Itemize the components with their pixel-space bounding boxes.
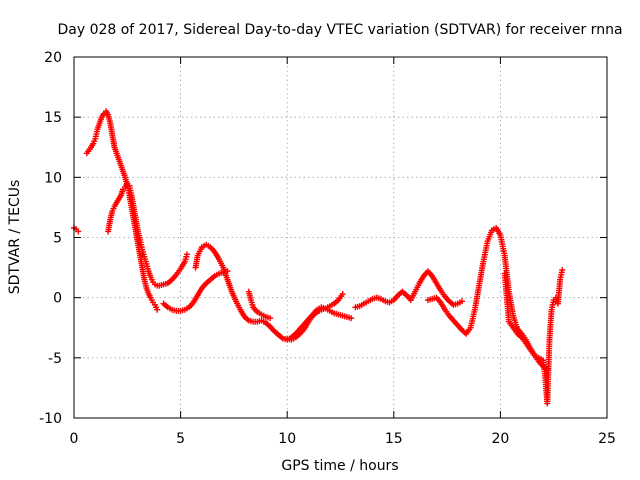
- data-point: [559, 266, 566, 273]
- chart-title: Day 028 of 2017, Sidereal Day-to-day VTE…: [57, 22, 622, 38]
- x-tick-label: 20: [491, 431, 509, 447]
- data-point: [75, 228, 82, 235]
- data-point: [183, 251, 190, 258]
- series-segment-9: [424, 224, 551, 373]
- x-tick-label: 15: [385, 431, 403, 447]
- y-tick-label: -5: [48, 351, 62, 367]
- x-tick-label: 25: [598, 431, 616, 447]
- y-tick-label: 10: [44, 170, 62, 186]
- data-point: [348, 315, 355, 322]
- y-tick-label: 5: [53, 231, 62, 247]
- data-point: [339, 291, 346, 298]
- data-points: [71, 108, 566, 407]
- y-tick-label: 20: [44, 50, 62, 66]
- plot-area-border: [73, 56, 608, 419]
- y-tick-label: 15: [44, 110, 62, 126]
- x-tick-label: 10: [278, 431, 296, 447]
- series-segment-7: [284, 291, 346, 343]
- data-point: [154, 306, 161, 313]
- data-point: [267, 315, 274, 322]
- y-tick-label: 0: [53, 291, 62, 307]
- y-tick-label: -10: [39, 411, 62, 427]
- axis-tick-labels: 0 5 10 15 20 25 -10 -5 0 5 10 15 20: [39, 50, 616, 447]
- series-segment-8: [352, 268, 466, 311]
- series-segment-10: [501, 266, 566, 407]
- series-segment-3: [105, 180, 190, 289]
- series-segment-6: [245, 288, 274, 322]
- x-axis-label: GPS time / hours: [281, 458, 398, 474]
- x-tick-label: 5: [176, 431, 185, 447]
- y-axis-label: SDTVAR / TECUs: [7, 180, 23, 295]
- x-tick-label: 0: [70, 431, 79, 447]
- data-point: [459, 298, 466, 305]
